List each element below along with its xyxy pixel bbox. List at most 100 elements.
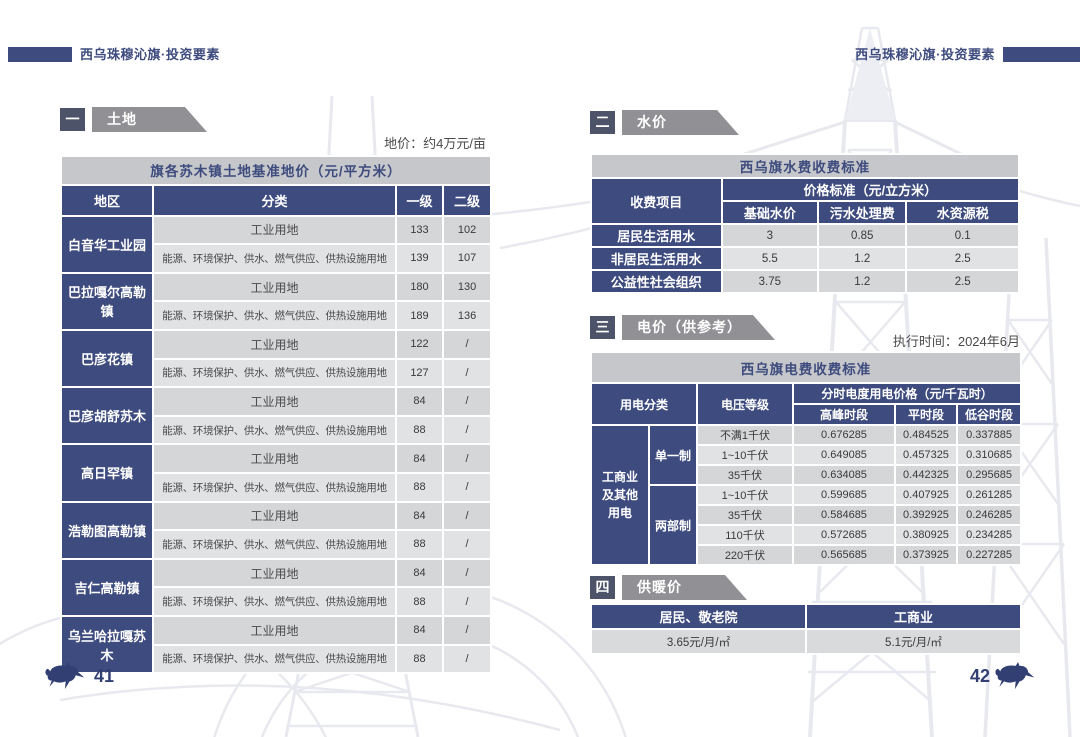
land-category: 工业用地 [154, 273, 395, 301]
flat-price: 0.392925 [896, 506, 956, 524]
price-level2: / [444, 416, 491, 444]
price-level1: 127 [397, 359, 442, 387]
region-name: 巴彦花镇 [62, 330, 152, 387]
land-category: 能源、环境保护、供水、燃气供应、供热设施用地 [154, 245, 395, 272]
land-base-price-table: 旗各苏木镇土地基准地价（元/平方米） 地区 分类 一级 二级 白音华工业园 工业… [60, 155, 493, 675]
flat-price: 0.442325 [896, 466, 956, 484]
water-sewage-fee: 1.2 [819, 248, 906, 269]
valley-price: 0.246285 [958, 506, 1021, 524]
peak-price: 0.584685 [794, 506, 894, 524]
power-subcol-flat: 平时段 [896, 405, 956, 424]
power-table-title: 西乌旗电费收费标准 [592, 353, 1021, 382]
region-name: 高日罕镇 [62, 445, 152, 501]
power-fee-table: 西乌旗电费收费标准 用电分类 电压等级 分时电度用电价格（元/千瓦时） 高峰时段… [590, 351, 1023, 566]
land-col-header-category: 分类 [154, 185, 395, 215]
price-level1: 139 [397, 245, 442, 272]
power-subcol-valley: 低谷时段 [958, 405, 1021, 424]
water-col-group-header: 价格标准（元/立方米） [722, 179, 1018, 200]
water-sewage-fee: 1.2 [819, 271, 906, 292]
land-price-note: 地价：约4万元/亩 [384, 136, 486, 151]
land-category: 工业用地 [154, 502, 395, 530]
price-level2: / [444, 330, 491, 358]
power-class-label: 工商业及其他用电 [592, 426, 648, 564]
heating-col-header-residential: 居民、敬老院 [592, 605, 805, 628]
heating-col-header-commercial: 工商业 [807, 605, 1020, 628]
voltage-level: 1~10千伏 [698, 486, 792, 504]
heating-price-residential: 3.65元/月/㎡ [592, 630, 805, 653]
price-level2: 130 [444, 273, 491, 301]
power-exec-time-note: 执行时间：2024年6月 [892, 334, 1020, 349]
price-level1: 88 [397, 645, 442, 673]
peak-price: 0.565685 [794, 546, 894, 564]
price-level2: / [444, 502, 491, 530]
flat-price: 0.457325 [896, 446, 956, 464]
section-number-water: 二 [590, 111, 615, 134]
power-system-name: 两部制 [650, 486, 696, 564]
land-category: 能源、环境保护、供水、燃气供应、供热设施用地 [154, 302, 395, 329]
water-subcol-tax: 水资源税 [907, 202, 1018, 223]
water-table-title: 西乌旗水费收费标准 [592, 155, 1018, 177]
price-level2: 107 [444, 245, 491, 272]
water-base-price: 3.75 [722, 271, 818, 292]
price-level1: 122 [397, 330, 442, 358]
water-resource-tax: 0.1 [907, 225, 1018, 246]
peak-price: 0.676285 [794, 426, 894, 444]
power-col-header-voltage: 电压等级 [698, 384, 792, 424]
price-level2: / [444, 645, 491, 673]
land-col-header-region: 地区 [62, 185, 152, 215]
heating-price-table: 居民、敬老院 工商业 3.65元/月/㎡ 5.1元/月/㎡ [590, 603, 1022, 655]
section-number-power: 三 [590, 316, 615, 339]
land-category: 能源、环境保护、供水、燃气供应、供热设施用地 [154, 473, 395, 501]
land-category: 能源、环境保护、供水、燃气供应、供热设施用地 [154, 359, 395, 387]
water-row-item: 公益性社会组织 [592, 271, 721, 292]
header-accent-bar-right [1003, 47, 1080, 62]
price-level2: / [444, 531, 491, 558]
land-category: 工业用地 [154, 616, 395, 644]
header-accent-bar-left [8, 47, 72, 62]
page-number-left: 41 [94, 666, 115, 686]
land-category: 工业用地 [154, 388, 395, 415]
price-level1: 84 [397, 616, 442, 644]
price-level2: / [444, 445, 491, 472]
region-name: 乌兰哈拉嘎苏木 [62, 616, 152, 673]
section-banner-power: 电价（供参考） [622, 315, 775, 340]
page-number-right: 42 [969, 666, 990, 686]
water-fee-table: 西乌旗水费收费标准 收费项目 价格标准（元/立方米） 基础水价 污水处理费 水资… [590, 153, 1020, 294]
water-resource-tax: 2.5 [907, 248, 1018, 269]
price-level2: / [444, 616, 491, 644]
water-row-item: 非居民生活用水 [592, 248, 721, 269]
power-col-group-header: 分时电度用电价格（元/千瓦时） [794, 384, 1021, 403]
valley-price: 0.337885 [958, 426, 1021, 444]
region-name: 吉仁高勒镇 [62, 559, 152, 615]
voltage-level: 220千伏 [698, 546, 792, 564]
region-name: 白音华工业园 [62, 216, 152, 272]
price-level1: 84 [397, 502, 442, 530]
land-category: 能源、环境保护、供水、燃气供应、供热设施用地 [154, 416, 395, 444]
valley-price: 0.227285 [958, 546, 1021, 564]
water-subcol-sewage: 污水处理费 [819, 202, 906, 223]
section-banner-water: 水价 [622, 110, 739, 135]
price-level1: 88 [397, 473, 442, 501]
page-header-title-left: 西乌珠穆沁旗·投资要素 [80, 47, 220, 62]
water-sewage-fee: 0.85 [819, 225, 906, 246]
land-category: 工业用地 [154, 559, 395, 587]
land-category: 能源、环境保护、供水、燃气供应、供热设施用地 [154, 588, 395, 615]
water-subcol-base: 基础水价 [722, 202, 818, 223]
land-category: 能源、环境保护、供水、燃气供应、供热设施用地 [154, 645, 395, 673]
section-number-land: 一 [60, 108, 85, 131]
land-col-header-level2: 二级 [444, 185, 491, 215]
valley-price: 0.234285 [958, 526, 1021, 544]
land-category: 工业用地 [154, 445, 395, 472]
region-name: 浩勒图高勒镇 [62, 502, 152, 558]
horse-logo-right [995, 662, 1035, 690]
flat-price: 0.373925 [896, 546, 956, 564]
valley-price: 0.261285 [958, 486, 1021, 504]
heating-price-commercial: 5.1元/月/㎡ [807, 630, 1020, 653]
flat-price: 0.484525 [896, 426, 956, 444]
price-level1: 180 [397, 273, 442, 301]
price-level1: 84 [397, 559, 442, 587]
flat-price: 0.380925 [896, 526, 956, 544]
horse-logo-left [45, 662, 85, 690]
power-col-header-class: 用电分类 [592, 384, 696, 424]
power-subcol-peak: 高峰时段 [794, 405, 894, 424]
